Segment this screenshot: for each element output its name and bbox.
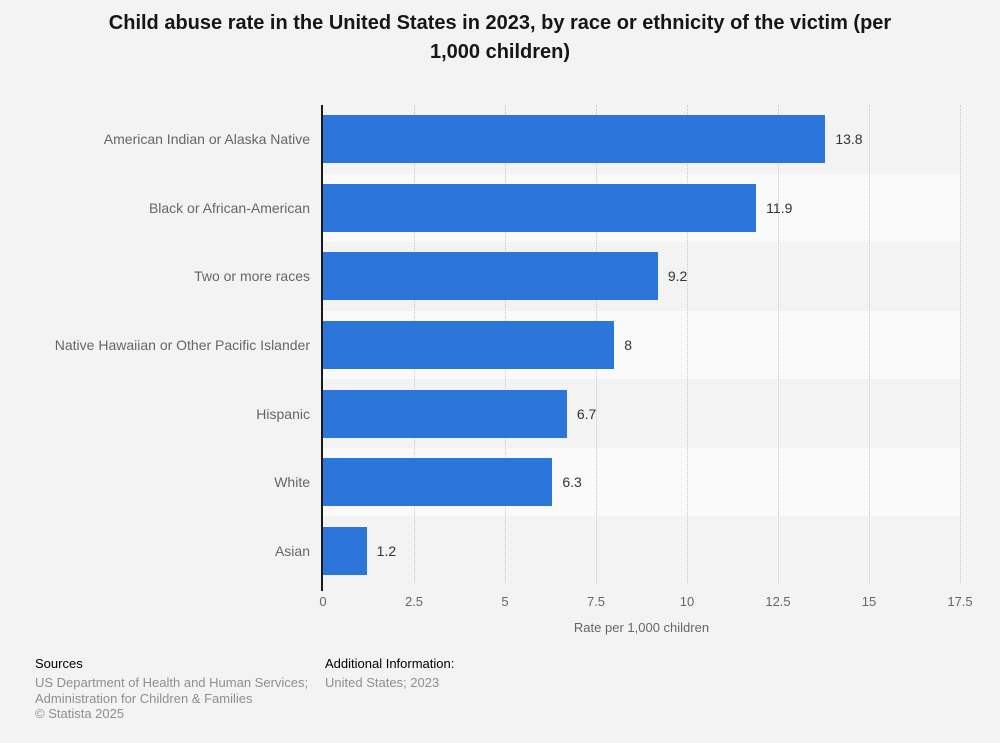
x-tick-label: 7.5 [586, 594, 606, 609]
sources-lines: US Department of Health and Human Servic… [35, 675, 308, 722]
bar [323, 252, 658, 301]
bar-value-label: 11.9 [766, 199, 793, 216]
x-tick-label: 2.5 [404, 594, 424, 609]
bar [323, 183, 757, 232]
category-label: Black or African-American [148, 199, 310, 216]
x-tick-label: 15 [861, 594, 877, 609]
additional-information-line: United States; 2023 [325, 675, 440, 690]
additional-information-heading: Additional Information: [325, 656, 455, 671]
bar [323, 458, 553, 507]
x-tick-label: 0 [319, 594, 327, 609]
chart-title-line-2: 1,000 children) [429, 41, 571, 63]
bar-value-label: 8 [624, 337, 632, 353]
category-label: White [274, 474, 310, 491]
category-label: American Indian or Alaska Native [103, 131, 310, 148]
x-tick-label: 10 [679, 594, 695, 609]
bar-value-label: 13.8 [835, 131, 863, 148]
bar-value-label: 9.2 [667, 268, 688, 285]
category-axis-labels: American Indian or Alaska Native Black or… [0, 105, 310, 585]
y-axis-line [321, 105, 323, 591]
bar [323, 526, 367, 575]
sources-line: Administration for Children & Families [35, 690, 253, 706]
plot-area: 13.8 11.9 9.2 8 6.7 6.3 1.2 [321, 105, 961, 591]
sources-line: © Statista 2025 [35, 706, 125, 721]
bar-value-label: 6.3 [562, 474, 582, 491]
gridline [687, 105, 688, 583]
bar-value-label: 1.2 [376, 542, 397, 559]
gridline [778, 105, 779, 583]
gridline [960, 105, 961, 583]
x-axis-title: Rate per 1,000 children [573, 620, 710, 635]
category-label: Asian [274, 542, 310, 559]
additional-information-lines: United States; 2023 [325, 675, 454, 691]
category-label: Hispanic [256, 405, 310, 422]
footer-sources: Sources US Department of Health and Huma… [35, 656, 308, 722]
bar [323, 321, 615, 369]
footer-additional-information: Additional Information: United States; 2… [325, 656, 454, 691]
bar-value-label: 6.7 [576, 405, 597, 422]
sources-heading: Sources [35, 656, 83, 671]
chart-title: Child abuse rate in the United States in… [0, 9, 1000, 67]
category-label: Native Hawaiian or Other Pacific Islande… [54, 336, 310, 353]
gridline [869, 105, 870, 583]
bar [323, 115, 826, 164]
x-tick-label: 5 [501, 594, 509, 609]
category-label: Two or more races [194, 268, 310, 285]
x-axis-tick-labels: 0 2.5 5 7.5 10 12.5 15 17.5 [319, 594, 972, 610]
x-tick-label: 12.5 [765, 594, 791, 609]
x-tick-label: 17.5 [947, 594, 973, 609]
bar [323, 389, 567, 438]
chart-title-line-1: Child abuse rate in the United States in… [108, 12, 892, 34]
sources-line: US Department of Health and Human Servic… [35, 675, 309, 690]
